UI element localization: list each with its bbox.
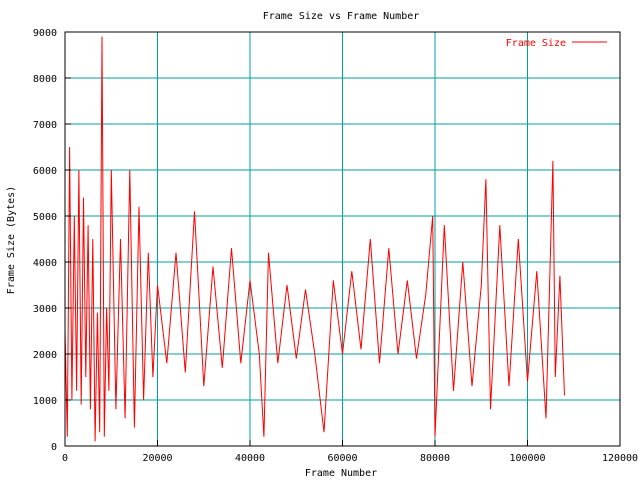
x-tick-label: 60000 <box>327 453 357 464</box>
y-tick-label: 0 <box>51 442 57 453</box>
x-tick-label: 100000 <box>509 453 545 464</box>
x-axis-label: Frame Number <box>305 468 377 479</box>
y-axis-label: Frame Size (Bytes) <box>6 186 17 294</box>
y-tick-label: 3000 <box>33 304 57 315</box>
y-tick-label: 6000 <box>33 166 57 177</box>
grid-lines <box>65 32 620 446</box>
legend: Frame Size <box>506 38 607 49</box>
y-tick-label: 8000 <box>33 74 57 85</box>
x-tick-label: 40000 <box>235 453 265 464</box>
legend-label: Frame Size <box>506 38 566 49</box>
x-tick-label: 120000 <box>602 453 638 464</box>
y-tick-label: 2000 <box>33 350 57 361</box>
x-tick-label: 80000 <box>420 453 450 464</box>
chart-title: Frame Size vs Frame Number <box>263 11 420 22</box>
y-tick-label: 4000 <box>33 258 57 269</box>
y-tick-label: 5000 <box>33 212 57 223</box>
x-tick-label: 0 <box>62 453 68 464</box>
series-layer <box>64 36 565 442</box>
y-tick-label: 7000 <box>33 120 57 131</box>
y-tick-label: 9000 <box>33 28 57 39</box>
y-tick-label: 1000 <box>33 396 57 407</box>
x-tick-label: 20000 <box>142 453 172 464</box>
tick-labels: 0 20000 40000 60000 80000 100000 120000 0 1000 20… <box>33 28 638 464</box>
series-line-frame-size <box>64 36 565 442</box>
